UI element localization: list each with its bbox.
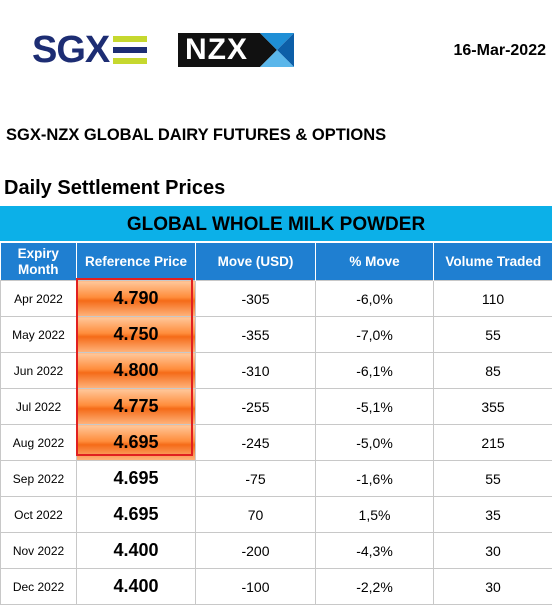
cell-month: Sep 2022 bbox=[1, 461, 77, 497]
table-row: Jul 2022 4.775 -255 -5,1% 355 bbox=[1, 389, 552, 425]
cell-pct-move: -2,2% bbox=[316, 569, 434, 605]
cell-move: -200 bbox=[196, 533, 316, 569]
cell-volume: 55 bbox=[434, 461, 552, 497]
cell-move: 70 bbox=[196, 497, 316, 533]
cell-volume: 355 bbox=[434, 389, 552, 425]
settlement-table-container: GLOBAL WHOLE MILK POWDER Expiry Month Re… bbox=[0, 206, 552, 605]
table-row: Aug 2022 4.695 -245 -5,0% 215 bbox=[1, 425, 552, 461]
table-row: Oct 2022 4.695 70 1,5% 35 bbox=[1, 497, 552, 533]
table-header-row: Expiry Month Reference Price Move (USD) … bbox=[1, 243, 552, 281]
col-expiry-line1: Expiry bbox=[18, 246, 59, 261]
cell-reference-price: 4.800 bbox=[77, 353, 196, 389]
cell-reference-price: 4.400 bbox=[77, 533, 196, 569]
table-banner: GLOBAL WHOLE MILK POWDER bbox=[0, 206, 552, 243]
col-pct-move: % Move bbox=[316, 243, 434, 281]
nzx-logo: NZX bbox=[178, 33, 294, 67]
cell-month: Nov 2022 bbox=[1, 533, 77, 569]
cell-move: -355 bbox=[196, 317, 316, 353]
col-expiry-month: Expiry Month bbox=[1, 243, 77, 281]
col-expiry-line2: Month bbox=[18, 262, 58, 277]
nzx-logo-text: NZX bbox=[178, 33, 248, 67]
table-row: Dec 2022 4.400 -100 -2,2% 30 bbox=[1, 569, 552, 605]
sgx-logo-bars bbox=[113, 36, 147, 64]
cell-pct-move: -5,1% bbox=[316, 389, 434, 425]
cell-reference-price: 4.400 bbox=[77, 569, 196, 605]
cell-move: -310 bbox=[196, 353, 316, 389]
col-reference-price: Reference Price bbox=[77, 243, 196, 281]
cell-reference-price: 4.775 bbox=[77, 389, 196, 425]
cell-volume: 30 bbox=[434, 533, 552, 569]
report-date: 16-Mar-2022 bbox=[454, 42, 547, 60]
cell-reference-price: 4.695 bbox=[77, 461, 196, 497]
cell-reference-price: 4.695 bbox=[77, 497, 196, 533]
cell-pct-move: 1,5% bbox=[316, 497, 434, 533]
table-row: Nov 2022 4.400 -200 -4,3% 30 bbox=[1, 533, 552, 569]
cell-pct-move: -6,0% bbox=[316, 281, 434, 317]
cell-volume: 215 bbox=[434, 425, 552, 461]
cell-reference-price: 4.695 bbox=[77, 425, 196, 461]
cell-month: Dec 2022 bbox=[1, 569, 77, 605]
table-row: Apr 2022 4.790 -305 -6,0% 110 bbox=[1, 281, 552, 317]
cell-reference-price: 4.790 bbox=[77, 281, 196, 317]
page-subtitle: Daily Settlement Prices bbox=[4, 177, 225, 200]
cell-month: Aug 2022 bbox=[1, 425, 77, 461]
table-row: May 2022 4.750 -355 -7,0% 55 bbox=[1, 317, 552, 353]
cell-move: -75 bbox=[196, 461, 316, 497]
cell-pct-move: -5,0% bbox=[316, 425, 434, 461]
cell-volume: 85 bbox=[434, 353, 552, 389]
cell-pct-move: -1,6% bbox=[316, 461, 434, 497]
cell-volume: 30 bbox=[434, 569, 552, 605]
cell-pct-move: -7,0% bbox=[316, 317, 434, 353]
table-row: Jun 2022 4.800 -310 -6,1% 85 bbox=[1, 353, 552, 389]
nzx-logo-mark bbox=[260, 33, 294, 67]
table-row: Sep 2022 4.695 -75 -1,6% 55 bbox=[1, 461, 552, 497]
col-move-usd: Move (USD) bbox=[196, 243, 316, 281]
cell-reference-price: 4.750 bbox=[77, 317, 196, 353]
sgx-logo-text: SGX bbox=[32, 31, 109, 69]
cell-move: -100 bbox=[196, 569, 316, 605]
cell-pct-move: -6,1% bbox=[316, 353, 434, 389]
sgx-logo: SGX bbox=[32, 31, 147, 69]
cell-month: Jun 2022 bbox=[1, 353, 77, 389]
cell-month: May 2022 bbox=[1, 317, 77, 353]
page-title: SGX-NZX GLOBAL DAIRY FUTURES & OPTIONS bbox=[6, 126, 386, 145]
cell-month: Oct 2022 bbox=[1, 497, 77, 533]
cell-month: Jul 2022 bbox=[1, 389, 77, 425]
settlement-table: Expiry Month Reference Price Move (USD) … bbox=[0, 243, 552, 605]
col-volume-traded: Volume Traded bbox=[434, 243, 552, 281]
cell-month: Apr 2022 bbox=[1, 281, 77, 317]
cell-volume: 110 bbox=[434, 281, 552, 317]
cell-pct-move: -4,3% bbox=[316, 533, 434, 569]
cell-move: -255 bbox=[196, 389, 316, 425]
cell-volume: 55 bbox=[434, 317, 552, 353]
cell-move: -305 bbox=[196, 281, 316, 317]
cell-volume: 35 bbox=[434, 497, 552, 533]
cell-move: -245 bbox=[196, 425, 316, 461]
